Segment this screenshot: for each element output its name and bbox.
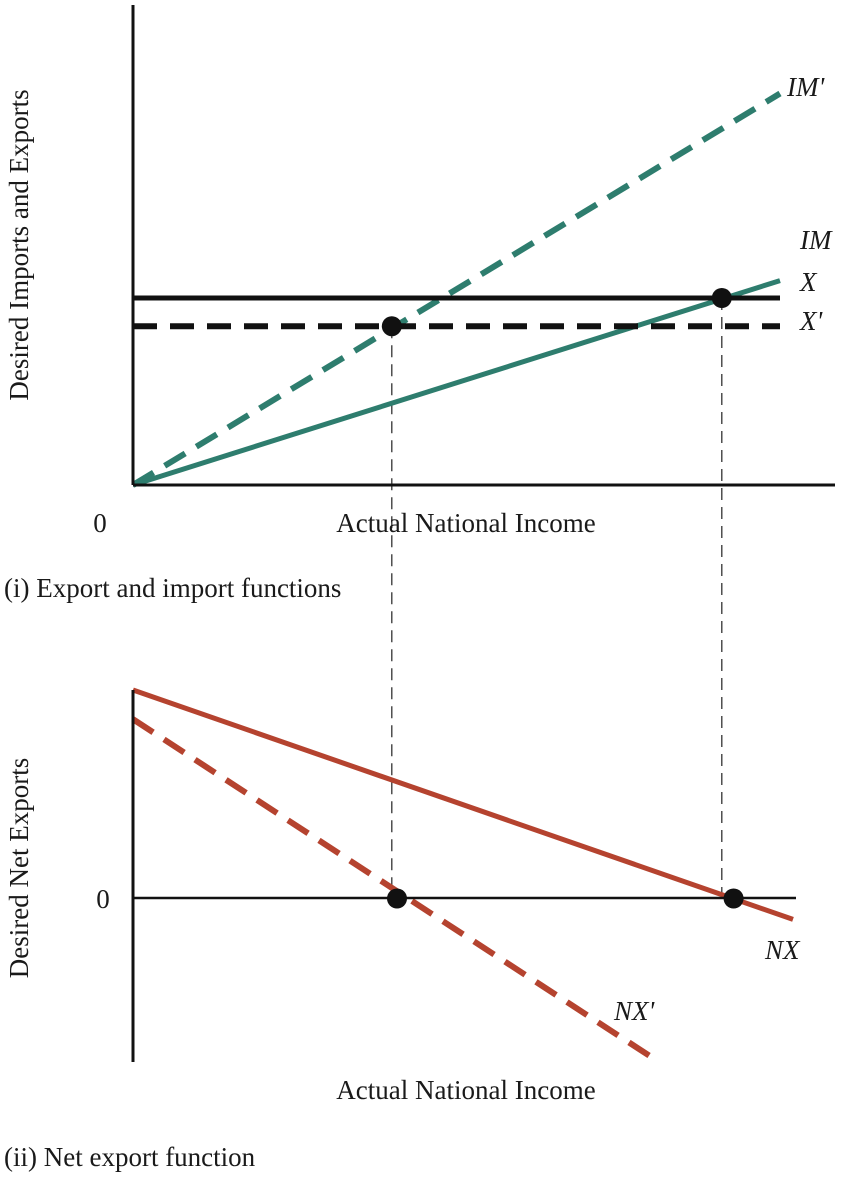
p1-equilibrium-point-1 — [381, 316, 402, 337]
series-line-nx — [132, 687, 794, 922]
series-label-nx-prime: NX' — [613, 996, 656, 1026]
series-label-x-prime: X' — [799, 306, 823, 336]
p1-equilibrium-point-2 — [711, 288, 732, 308]
series-label-im-prime: IM' — [786, 72, 825, 102]
panel-net-export: 0 Actual National Income Desired Net Exp… — [4, 687, 801, 1172]
p2-y-axis-label: Desired Net Exports — [4, 758, 34, 978]
p2-x-axis-label: Actual National Income — [336, 1075, 595, 1105]
p2-zero-label: 0 — [96, 884, 110, 914]
p2-equilibrium-point-2 — [723, 888, 744, 909]
series-line-im — [132, 278, 781, 488]
p1-origin-label: 0 — [93, 508, 107, 538]
p2-equilibrium-point-1 — [387, 888, 407, 909]
p1-y-axis-label: Desired Imports and Exports — [4, 89, 34, 400]
series-label-im: IM — [799, 225, 833, 255]
series-label-x: X — [799, 267, 818, 297]
series-line-im-prime — [131, 90, 782, 488]
p1-title: (i) Export and import functions — [4, 573, 341, 603]
p1-x-axis-label: Actual National Income — [336, 508, 595, 538]
panel-export-import: 0 Actual National Income Desired Imports… — [4, 5, 835, 899]
p2-title: (ii) Net export function — [4, 1142, 256, 1172]
series-label-nx: NX — [764, 935, 801, 965]
